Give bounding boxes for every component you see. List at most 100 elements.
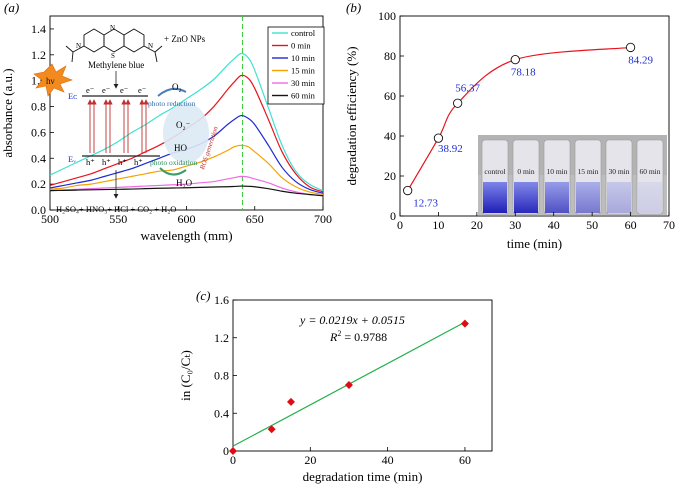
- ec-label: Eᴄ: [68, 91, 77, 101]
- data-point: [344, 380, 353, 389]
- atom-n: N: [110, 24, 115, 32]
- vial-label: 30 min: [608, 167, 629, 176]
- x-tick-label: 20: [304, 453, 316, 467]
- x-tick-label: 700: [314, 212, 332, 226]
- vial-solution: [638, 182, 662, 213]
- x-tick-label: 70: [663, 218, 675, 232]
- legend-label: 15 min: [291, 66, 316, 76]
- panel-b: (b) control 0 min 10 min 15 min 30 min 60 min…: [344, 0, 675, 251]
- panel-c-label: (c): [196, 288, 210, 303]
- x-tick-label: 40: [548, 218, 560, 232]
- x-tick-label: 40: [382, 453, 394, 467]
- h2o-label: H₂O: [176, 178, 193, 188]
- vial-solution: [607, 182, 631, 213]
- x-axis-label: wavelength (mm): [140, 228, 232, 243]
- panel-a: (a) 500 550 600 650 7000.00.20.40.60.81.01.2…: [0, 0, 332, 243]
- y-tick-label: 100: [378, 9, 396, 23]
- ho-radical-label: HO: [174, 143, 187, 153]
- vial-solution: [483, 182, 507, 213]
- spectrum-control: [49, 52, 324, 192]
- x-tick-label: 0: [397, 218, 403, 232]
- spectrum-30-min: [49, 175, 324, 197]
- y-axis-label: absorbance (a.u.): [0, 68, 15, 157]
- hole-2: h⁺: [102, 157, 111, 167]
- vial-label: 60 min: [639, 167, 660, 176]
- photo-reduction-label: photo reduction: [148, 99, 196, 108]
- panel-c-plot: [229, 319, 469, 455]
- electron-1: e⁻: [86, 85, 94, 95]
- y-tick-label: 0.4: [214, 406, 229, 420]
- atom-n-left: N: [76, 42, 81, 50]
- y-tick-label: 0.8: [214, 369, 229, 383]
- x-axis-label: degradation time (min): [303, 469, 423, 484]
- panel-a-axes: 500 550 600 650 7000.00.20.40.60.81.01.21.4w…: [0, 15, 332, 243]
- y-tick-label: 1.2: [31, 48, 46, 62]
- hole-3: h⁺: [118, 157, 127, 167]
- fit-equation: y = 0.0219x + 0.0515: [299, 313, 405, 327]
- y-tick-label: 0.0: [31, 203, 46, 217]
- spectrum-60-min: [49, 185, 324, 197]
- excitation-arrows: [87, 99, 149, 153]
- panel-a-legend: control 0 min 10 min 15 min 30 min 60 min: [267, 26, 325, 105]
- vial-label: 0 min: [517, 167, 535, 176]
- x-tick-label: 500: [41, 212, 59, 226]
- methylene-blue-structure: [65, 28, 163, 63]
- x-tick-label: 60: [459, 453, 471, 467]
- x-tick-label: 600: [178, 212, 196, 226]
- y-axis-label: in (C₀/Cₜ): [178, 350, 193, 401]
- data-point: [460, 319, 469, 328]
- y-tick-label: 0.2: [31, 177, 46, 191]
- panel-c: (c) 0 20 40 60 0 0.4 0.8 1.2 1.6 degradation time…: [178, 288, 493, 484]
- legend-label: 60 min: [291, 91, 316, 101]
- data-point: [267, 425, 276, 434]
- vials-photo: control 0 min 10 min 15 min 30 min 60 min: [478, 135, 667, 215]
- x-tick-label: 0: [230, 453, 236, 467]
- vial-solution: [545, 182, 569, 213]
- hv-label: hν: [46, 76, 55, 86]
- efficiency-curve: [407, 46, 631, 191]
- x-tick-label: 60: [625, 218, 637, 232]
- panel-a-label: (a): [4, 0, 19, 15]
- x-tick-label: 10: [432, 218, 444, 232]
- products-label: H₂SO₄+ HNO₃+ HCl + CO₂ + H₂O: [56, 204, 176, 214]
- ev-label: Eᵥ: [68, 154, 76, 164]
- efficiency-point: [403, 185, 413, 196]
- legend-label: 10 min: [291, 53, 316, 63]
- efficiency-point: [625, 42, 636, 53]
- hole-4: h⁺: [134, 157, 143, 167]
- vial-label: 10 min: [546, 167, 567, 176]
- panel-b-axes: 0 10 20 30 40 50 60 70 0 20 40 60 80 100 time (min) deg…: [344, 9, 675, 251]
- x-axis-label: time (min): [507, 236, 562, 251]
- x-tick-label: 550: [109, 212, 127, 226]
- x-tick-label: 30: [509, 218, 521, 232]
- y-tick-label: 0.8: [31, 100, 46, 114]
- vial-label: control: [484, 167, 505, 176]
- legend-label: 0 min: [291, 41, 311, 51]
- legend-label: control: [291, 28, 316, 38]
- y-tick-label: 20: [384, 169, 396, 183]
- y-tick-label: 0: [223, 444, 229, 458]
- fit-r-squared: R2 = 0.9788: [329, 329, 387, 344]
- vial-solution: [514, 182, 538, 213]
- efficiency-label: 78.18: [511, 67, 536, 79]
- x-tick-label: 650: [246, 212, 264, 226]
- electron-4: e⁻: [138, 85, 146, 95]
- y-tick-label: 80: [384, 49, 396, 63]
- atom-n-right: N: [148, 42, 153, 50]
- y-axis-label: degradation efficiency (%): [344, 46, 359, 185]
- radical-cloud: [163, 103, 209, 163]
- efficiency-label: 84.29: [628, 54, 653, 66]
- electron-3: e⁻: [120, 85, 128, 95]
- panel-c-axes: 0 20 40 60 0 0.4 0.8 1.2 1.6 degradation time (mi…: [178, 293, 493, 484]
- y-tick-label: 0.6: [31, 125, 46, 139]
- spectrum-15-min: [49, 144, 324, 196]
- hole-1: h⁺: [86, 157, 95, 167]
- efficiency-label: 56.37: [455, 82, 480, 94]
- x-tick-label: 20: [471, 218, 483, 232]
- electron-2: e⁻: [102, 85, 110, 95]
- efficiency-point: [452, 98, 463, 108]
- x-tick-label: 50: [586, 218, 598, 232]
- zno-label: + ZnO NPs: [164, 34, 206, 44]
- reduction-arrow: [157, 87, 187, 97]
